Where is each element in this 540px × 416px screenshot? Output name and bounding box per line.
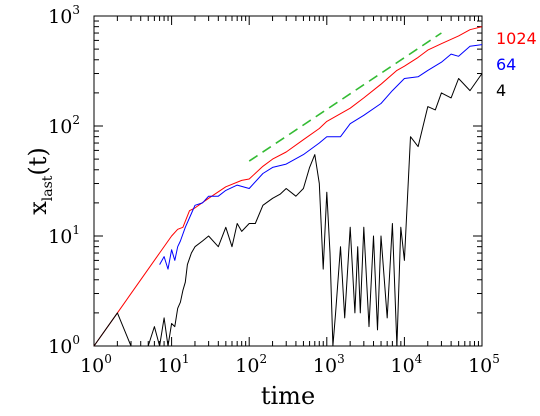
x-tick-label: 101 — [158, 352, 190, 377]
x-tick-label: 100 — [80, 352, 112, 377]
x-tick-label: 102 — [235, 352, 267, 377]
reference-slope-line — [248, 32, 442, 162]
y-tick-label: 101 — [48, 223, 80, 248]
ticks: 100 101 102 103 104 105 100 101 102 103 — [48, 3, 500, 377]
y-axis-label-sub: last — [40, 175, 56, 201]
y-tick-label: 100 — [48, 333, 80, 358]
y-tick-label: 103 — [48, 3, 80, 28]
legend: 1024 64 4 — [496, 29, 537, 100]
legend-label-64: 64 — [496, 55, 516, 74]
plot-frame — [93, 15, 483, 347]
y-axis-label-main: x — [24, 201, 52, 215]
x-tick-label: 103 — [313, 352, 345, 377]
y-tick-label: 102 — [48, 113, 80, 138]
legend-label-4: 4 — [496, 81, 506, 100]
series-line-4 — [93, 73, 483, 347]
legend-label-1024: 1024 — [496, 29, 537, 48]
y-axis-label-suffix: (t) — [24, 147, 52, 175]
series-line-64 — [159, 44, 483, 270]
series-group — [93, 26, 483, 347]
x-tick-label: 105 — [468, 352, 500, 377]
svg-text:xlast(t): xlast(t) — [24, 147, 56, 215]
x-axis-label: time — [261, 382, 315, 410]
y-axis-label: xlast(t) — [24, 147, 56, 215]
series-line-1024 — [93, 26, 483, 347]
x-tick-label: 104 — [390, 352, 422, 377]
